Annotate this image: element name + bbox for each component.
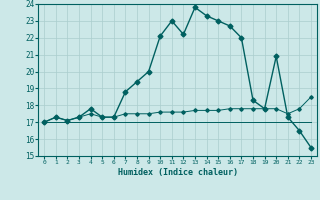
X-axis label: Humidex (Indice chaleur): Humidex (Indice chaleur) <box>118 168 238 177</box>
